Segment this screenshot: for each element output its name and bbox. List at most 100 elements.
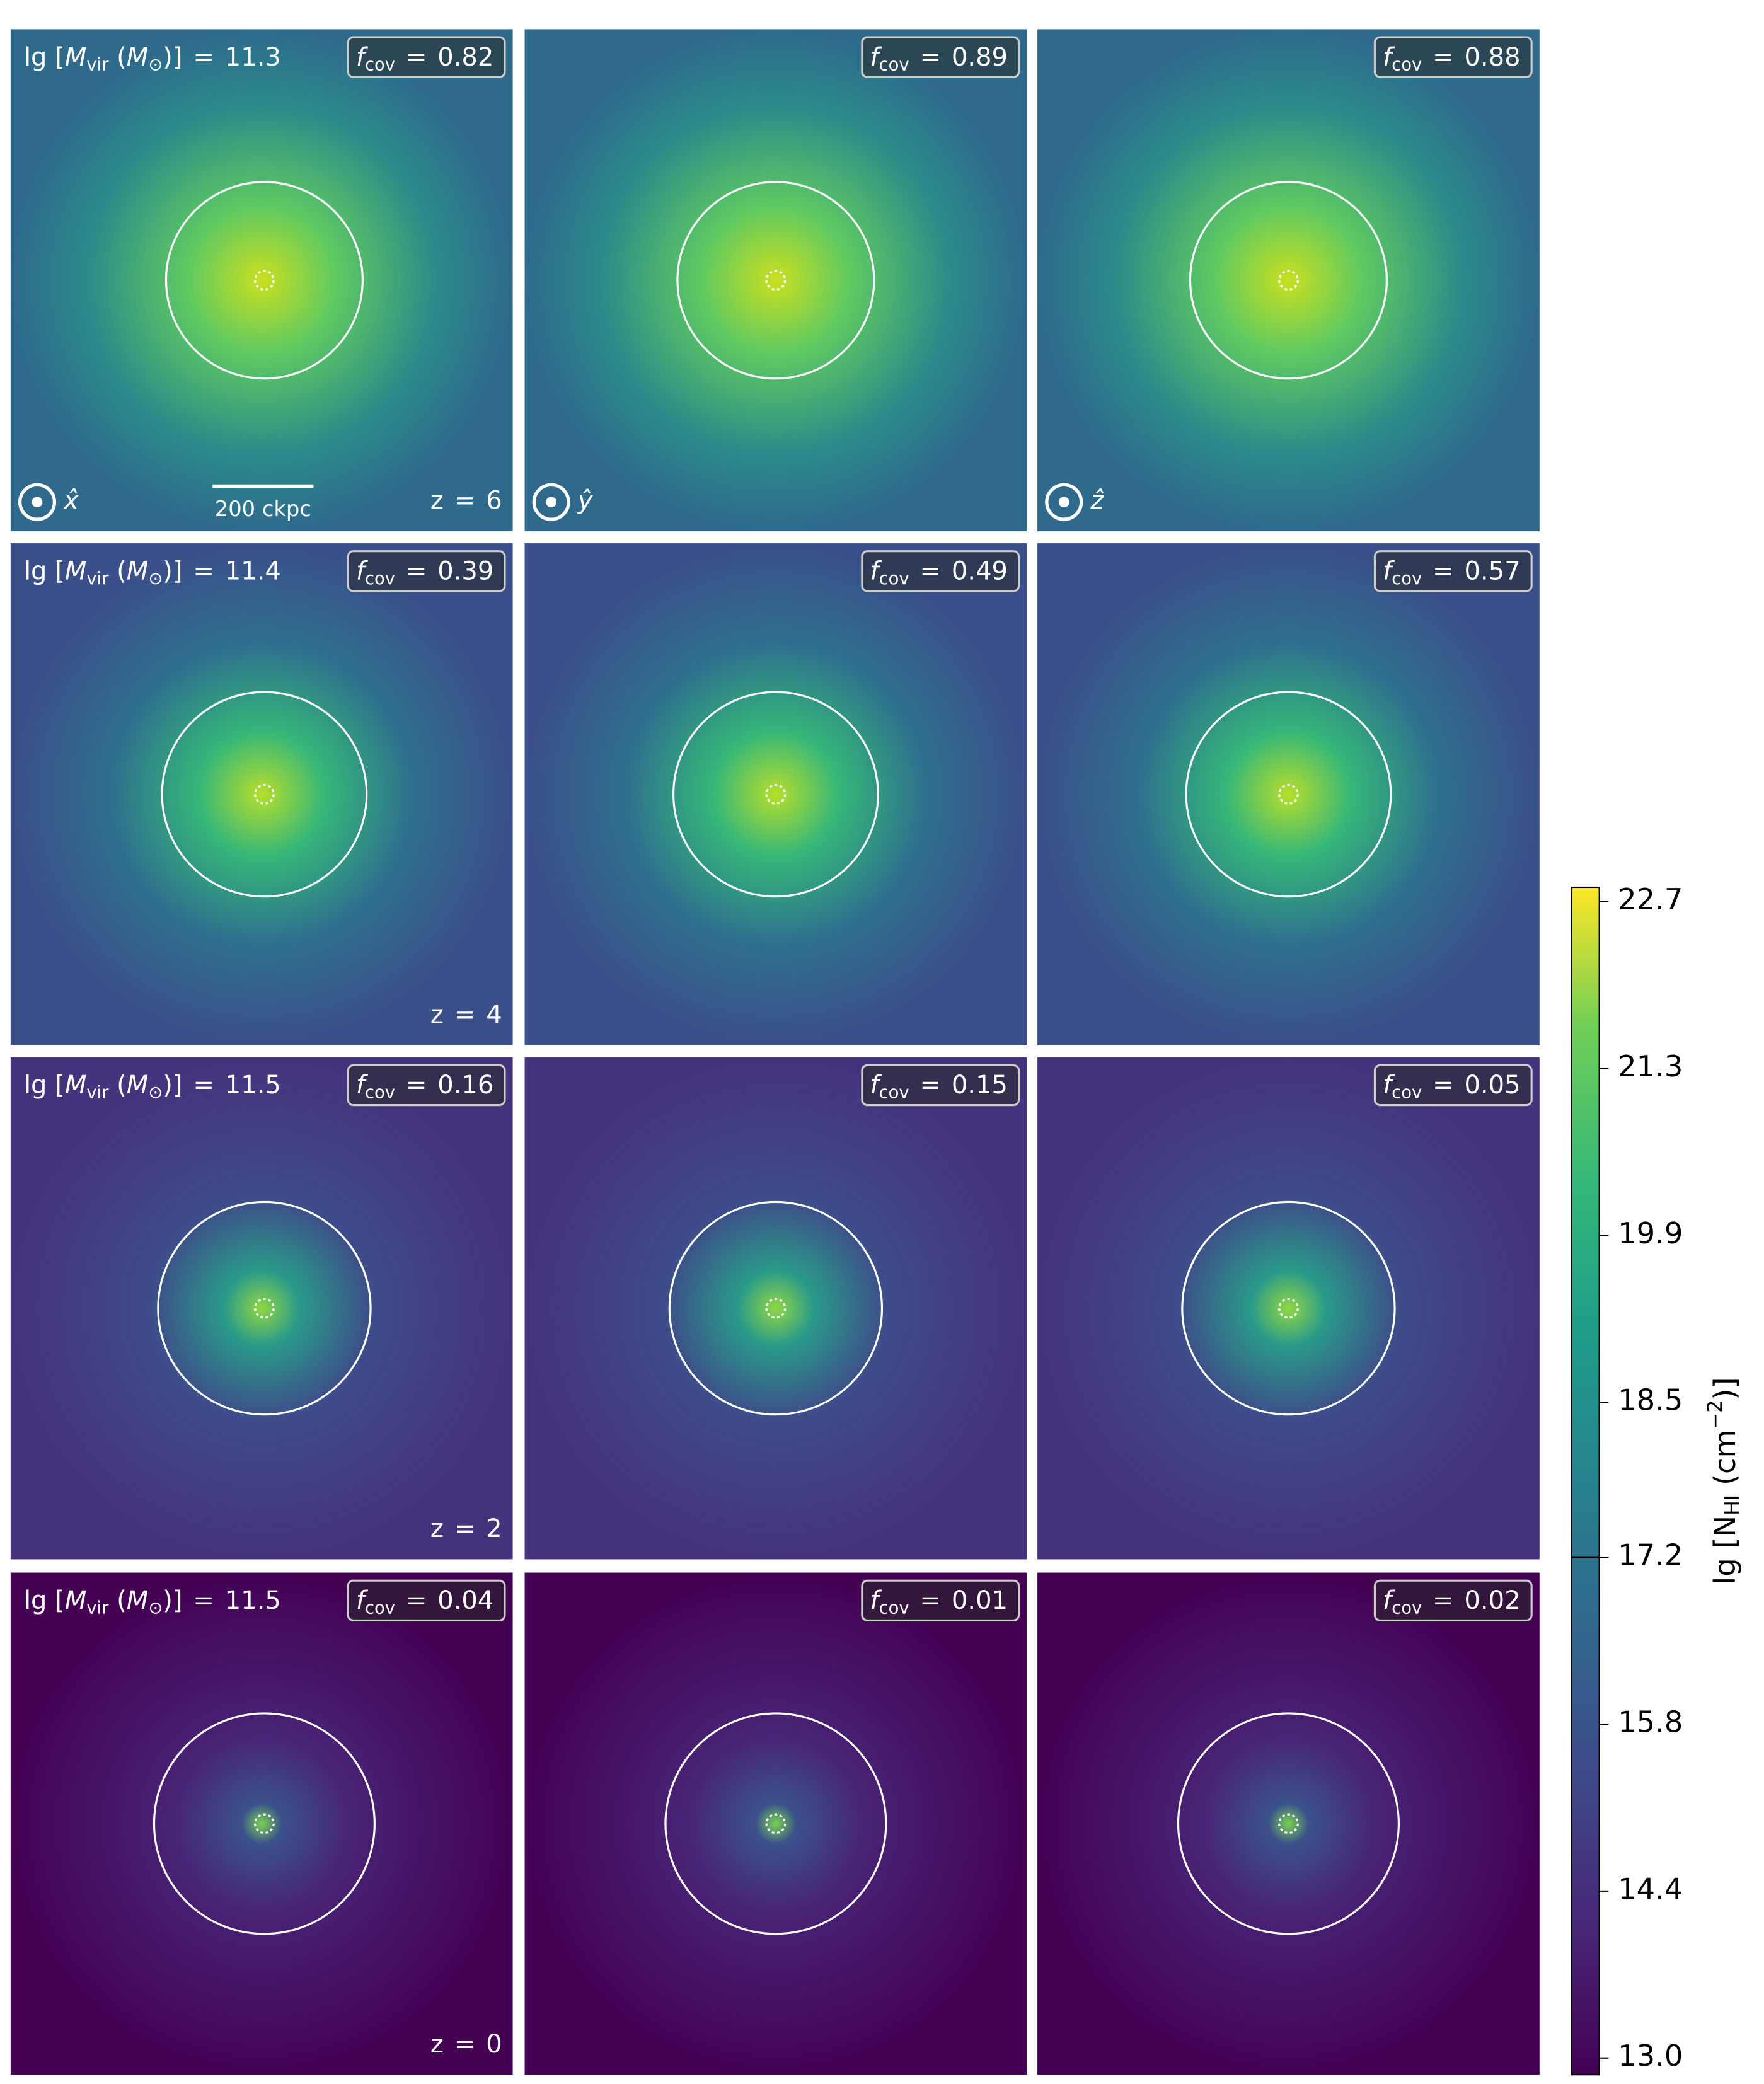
fcov-subscript: cov <box>365 1083 395 1102</box>
mass-pre: lg [ <box>24 1071 65 1100</box>
redshift-label: z = 6 <box>430 486 502 515</box>
panel: fcov = 0.88ẑ <box>1037 29 1540 532</box>
fcov-value: 0.89 <box>952 43 1008 72</box>
galaxy-circle <box>1278 1298 1299 1319</box>
z-value: 4 <box>486 1000 502 1029</box>
fcov-subscript: cov <box>1392 568 1422 588</box>
mass-pre: lg [ <box>24 1586 65 1615</box>
label-post: )] <box>1707 1377 1741 1400</box>
z-equals: = <box>454 2030 476 2059</box>
mass-sun-sub: ⊙ <box>148 1083 163 1102</box>
mass-sun-sub: ⊙ <box>148 1598 163 1618</box>
panel-map <box>524 1057 1027 1560</box>
galaxy-circle <box>765 270 787 291</box>
panel-map <box>10 1057 513 1560</box>
mass-sun: M <box>127 1586 149 1615</box>
redshift-label: z = 0 <box>430 2030 502 2059</box>
panel: fcov = 0.01 <box>524 1572 1027 2075</box>
panel: fcov = 0.15 <box>524 1057 1027 1560</box>
fcov-box <box>861 1064 1020 1107</box>
fcov-box <box>1373 1579 1533 1621</box>
galaxy-circle <box>765 1813 787 1834</box>
virial-circle <box>676 181 875 380</box>
fcov-value: 0.05 <box>1464 1071 1520 1100</box>
fcov-value: 0.02 <box>1464 1586 1520 1615</box>
galaxy-circle <box>765 1298 787 1319</box>
fcov-subscript: cov <box>1392 1598 1422 1618</box>
mass-vir: vir <box>86 1598 109 1618</box>
fcov-box <box>1373 1064 1533 1107</box>
mass-post: )] <box>163 556 182 585</box>
mass-m: M <box>65 1586 87 1615</box>
virial-circle <box>1177 1712 1400 1935</box>
label-sub: HI <box>1722 1495 1744 1516</box>
mass-mid: ( <box>108 556 126 585</box>
fcov-label: fcov = 0.89 <box>870 43 1008 74</box>
axis-ring <box>1045 483 1083 521</box>
mass-value: 11.4 <box>225 556 281 585</box>
fcov-subscript: cov <box>1392 55 1422 74</box>
mass-mid: ( <box>108 43 126 72</box>
fcov-equals: = <box>919 556 941 585</box>
z-equals: = <box>454 1514 476 1543</box>
virial-circle <box>1185 691 1392 898</box>
fcov-label: fcov = 0.04 <box>356 1586 494 1618</box>
fcov-subscript: cov <box>365 55 395 74</box>
mass-equals: = <box>193 1586 214 1615</box>
fcov-box <box>347 1064 506 1107</box>
mass-vir: vir <box>86 1083 109 1102</box>
galaxy-circle <box>254 1298 275 1319</box>
fcov-value: 0.57 <box>1464 556 1520 585</box>
fcov-subscript: cov <box>879 568 909 588</box>
mass-value: 11.3 <box>225 43 281 72</box>
z-symbol: z <box>430 1514 444 1543</box>
colorbar-tick-label: 15.8 <box>1618 1705 1683 1739</box>
mass-sun: M <box>127 43 149 72</box>
colorbar-tick-label: 22.7 <box>1618 882 1683 916</box>
mass-label: lg [Mvir (M⊙)] = 11.4 <box>24 556 281 588</box>
fcov-value: 0.49 <box>952 556 1008 585</box>
label-pre: lg [N <box>1707 1516 1741 1585</box>
panel-map <box>1037 1057 1540 1560</box>
axis-dot <box>32 497 43 508</box>
fcov-equals: = <box>406 556 427 585</box>
fcov-subscript: cov <box>879 1598 909 1618</box>
panel-map <box>524 29 1027 532</box>
axis-ring <box>532 483 570 521</box>
mass-sun: M <box>127 1071 149 1100</box>
mass-m: M <box>65 43 87 72</box>
fcov-label: fcov = 0.88 <box>1383 43 1521 74</box>
mass-pre: lg [ <box>24 43 65 72</box>
panel: fcov = 0.02 <box>1037 1572 1540 2075</box>
fcov-equals: = <box>1433 1071 1454 1100</box>
fcov-equals: = <box>1433 43 1454 72</box>
colorbar-tick-label: 18.5 <box>1618 1383 1683 1417</box>
mass-mid: ( <box>108 1586 126 1615</box>
colorbar <box>1571 886 1600 2076</box>
fcov-box <box>861 1579 1020 1621</box>
mass-post: )] <box>163 1071 182 1100</box>
fcov-subscript: cov <box>365 1598 395 1618</box>
panel: fcov = 0.49 <box>524 543 1027 1045</box>
panel-map <box>524 543 1027 1045</box>
fcov-value: 0.16 <box>437 1071 493 1100</box>
virial-circle <box>668 1200 884 1416</box>
panel-map <box>10 29 513 532</box>
galaxy-circle <box>254 270 275 291</box>
fcov-equals: = <box>919 43 941 72</box>
redshift-label: z = 4 <box>430 1000 502 1029</box>
axis-ring <box>18 483 57 521</box>
fcov-equals: = <box>1433 556 1454 585</box>
virial-circle <box>1181 1200 1396 1416</box>
z-equals: = <box>454 1000 476 1029</box>
axis-dot <box>546 497 557 508</box>
fcov-value: 0.15 <box>952 1071 1008 1100</box>
axis-label: ŷ <box>577 486 594 515</box>
mass-pre: lg [ <box>24 556 65 585</box>
colorbar-tick-label: 19.9 <box>1618 1216 1683 1250</box>
axis-label: ẑ <box>1090 486 1104 515</box>
virial-circle <box>672 691 879 898</box>
panel: fcov = 0.05 <box>1037 1057 1540 1560</box>
mass-mid: ( <box>108 1071 126 1100</box>
